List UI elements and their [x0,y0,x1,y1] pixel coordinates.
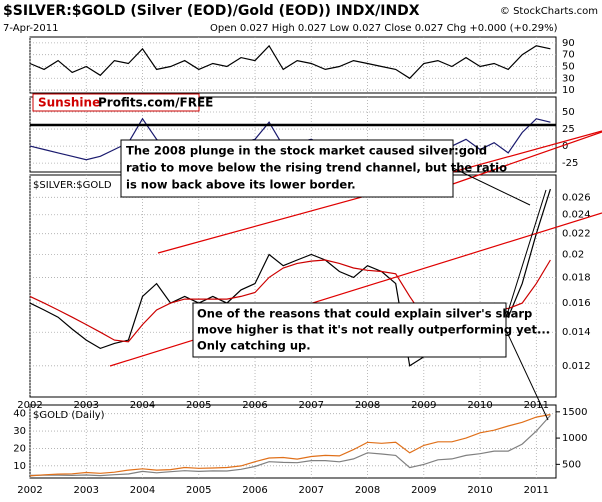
series-line [29,414,551,477]
panel [29,174,557,398]
series-line [29,413,551,477]
annotation: One of the reasons that could explain si… [197,307,532,321]
panel-title: $SILVER:$GOLD [33,180,112,191]
arrow [452,167,531,206]
date: 7-Apr-2011 [3,23,58,34]
x-tick-label: 2004 [130,485,155,496]
x-tick-label: 2009 [411,485,436,496]
y-tick-label: 0.026 [562,192,591,203]
x-tick-label: 2011 [524,485,549,496]
arrow [505,189,547,319]
y-tick-label: 10 [13,461,26,472]
y-tick-label: 50 [562,107,575,118]
y-tick-label: -25 [562,158,578,169]
y-tick-label: 30 [562,73,575,84]
y-tick-label: 40 [13,409,26,420]
y-tick-label: 0.024 [562,210,591,221]
x-tick-label: 2002 [17,485,42,496]
logo: Sunshine [38,96,100,110]
annotation: ratio to move below the rising trend cha… [126,161,507,175]
y-tick-label: 0.014 [562,327,591,338]
y-tick-label: 0.016 [562,298,591,309]
y-tick-label: 30 [13,426,26,437]
series-line [29,44,551,80]
y-tick-label: 0.02 [562,249,584,260]
trend-line [449,131,602,186]
y-tick-label: 25 [562,124,575,135]
logo: Profits.com/FREE [98,96,213,110]
x-tick-label: 2008 [355,485,380,496]
annotation: Only catching up. [197,339,311,353]
x-tick-label: 2007 [299,485,324,496]
y2-tick-label: 1000 [562,433,587,444]
x-tick-label: 2005 [186,485,211,496]
annotation-box [120,139,454,198]
x-tick-label: 2003 [74,485,99,496]
overlays: The 2008 plunge in the stock market caus… [30,93,602,421]
y2-tick-label: 500 [562,459,581,470]
x-tick-label: 2006 [242,485,267,496]
y-tick-label: 70 [562,50,575,61]
y-tick-label: 0.018 [562,272,591,283]
y-tick-label: 90 [562,38,575,49]
y-tick-label: 0.012 [562,361,591,372]
annotation: The 2008 plunge in the stock market caus… [126,144,487,158]
y-tick-label: 20 [13,443,26,454]
annotation: move higher is that it's not really outp… [197,323,550,337]
y-tick-label: 0.022 [562,229,591,240]
quote: Open 0.027 High 0.027 Low 0.027 Close 0.… [210,23,558,34]
panel-title: $GOLD (Daily) [33,410,105,421]
annotation-box [192,302,507,358]
y-tick-label: 50 [562,61,575,72]
trend-line [109,212,602,367]
panel [29,404,557,479]
y-tick-label: 10 [562,85,575,96]
annotation: is now back above its lower border. [126,178,356,192]
y-tick-label: 0 [562,141,568,152]
logo-box [32,93,200,112]
title: $SILVER:$GOLD (Silver (EOD)/Gold (EOD)) … [3,3,420,19]
x-tick-label: 2010 [467,485,492,496]
panel [29,36,557,94]
y2-tick-label: 1500 [562,407,587,418]
credit: © StockCharts.com [500,6,598,17]
arrow [505,329,549,421]
